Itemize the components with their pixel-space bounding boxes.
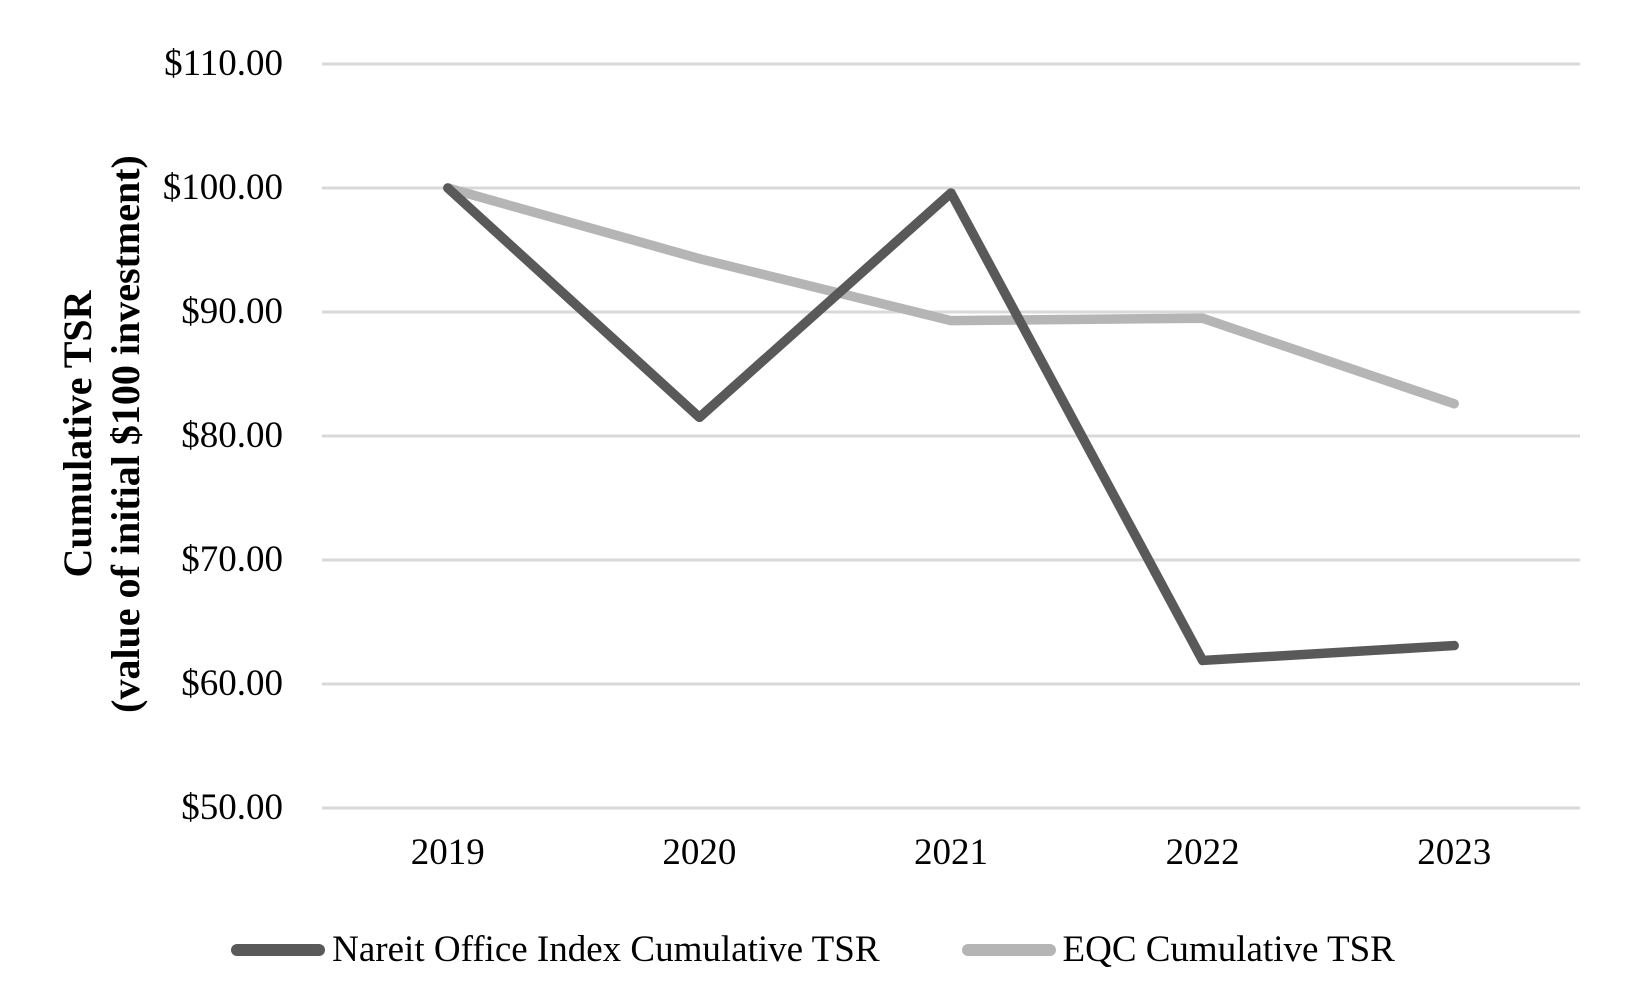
y-tick-label: $90.00 [181, 291, 283, 332]
gridlines [322, 62, 1580, 810]
x-tick-label: 2020 [662, 832, 737, 873]
series-line-nareit [443, 183, 1459, 666]
y-tick-label: $100.00 [162, 167, 283, 208]
nareit-line-swatch-icon [231, 944, 326, 956]
legend: Nareit Office Index Cumulative TSR EQC C… [0, 926, 1626, 974]
y-tick-label: $110.00 [164, 43, 283, 84]
y-tick-label: $60.00 [181, 663, 283, 704]
x-tick-label: 2021 [914, 832, 988, 873]
y-tick-label: $70.00 [181, 539, 283, 580]
legend-label-nareit: Nareit Office Index Cumulative TSR [332, 929, 880, 970]
x-tick-label: 2023 [1417, 832, 1492, 873]
y-tick-label: $50.00 [181, 787, 283, 828]
legend-label-eqc: EQC Cumulative TSR [1062, 929, 1395, 970]
x-tick-label: 2019 [410, 832, 485, 873]
y-tick-label: $80.00 [181, 415, 283, 456]
legend-item-nareit: Nareit Office Index Cumulative TSR [231, 926, 880, 974]
x-tick-label: 2022 [1165, 832, 1240, 873]
legend-item-eqc: EQC Cumulative TSR [961, 926, 1395, 974]
series-line-eqc [443, 183, 1459, 409]
eqc-line-swatch-icon [961, 944, 1056, 956]
series-lines [443, 183, 1459, 666]
